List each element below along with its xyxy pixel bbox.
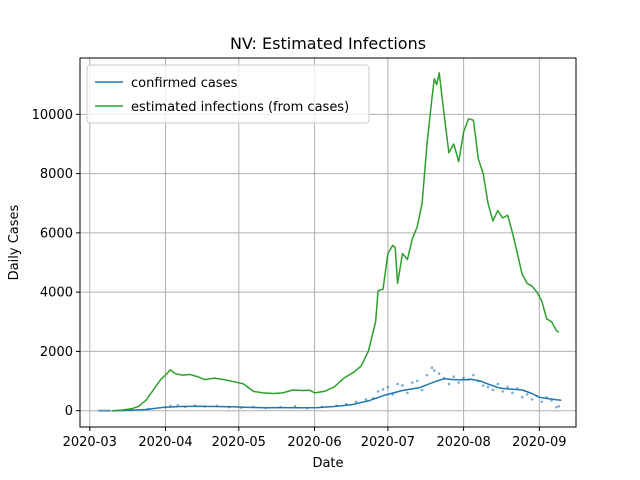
data-point (335, 404, 338, 407)
data-point (381, 388, 385, 391)
data-point (183, 405, 187, 409)
data-point (108, 409, 111, 412)
y-axis: 0 2000 4000 6000 8000 10000 (32, 108, 80, 419)
axes-frame (79, 57, 577, 428)
data-point (147, 407, 150, 411)
data-point (432, 369, 436, 372)
data-point (555, 405, 558, 409)
data-point (545, 396, 548, 399)
data-point (447, 382, 451, 386)
legend: confirmed cases estimated infections (fro… (86, 64, 370, 124)
data-point (103, 409, 106, 412)
data-point (511, 391, 514, 395)
data-point (354, 400, 358, 404)
y-tick-label: 0 (65, 404, 73, 419)
data-point (376, 390, 380, 393)
data-point (293, 404, 297, 408)
data-point (501, 390, 504, 393)
data-point (130, 408, 133, 412)
x-tick-label: 2020-08 (436, 435, 490, 450)
legend-label: estimated infections (from cases) (131, 100, 349, 115)
y-tick-label: 6000 (40, 226, 73, 241)
data-point (410, 381, 414, 384)
data-point (476, 379, 480, 383)
data-point (401, 384, 404, 387)
data-point (420, 388, 424, 392)
series-line-estimated (111, 72, 560, 412)
data-point (481, 384, 485, 387)
y-axis-label: Daily Cases (7, 204, 22, 280)
data-point (506, 385, 509, 389)
data-point (100, 409, 104, 412)
data-point (437, 372, 441, 375)
data-point (415, 379, 419, 383)
y-tick-label: 4000 (40, 286, 73, 301)
data-point (391, 393, 395, 396)
y-tick-label: 2000 (40, 345, 73, 360)
data-point (203, 405, 206, 408)
data-point (486, 385, 490, 389)
x-axis-label: Date (312, 456, 343, 471)
data-point (98, 409, 101, 412)
data-point (227, 405, 231, 409)
y-tick-label: 8000 (40, 167, 73, 182)
data-point (535, 394, 539, 398)
data-point (279, 405, 282, 409)
y-tick-label: 10000 (32, 108, 73, 123)
data-point (105, 409, 109, 412)
x-tick-label: 2020-03 (63, 435, 117, 450)
data-point (239, 406, 243, 410)
data-point (516, 387, 519, 390)
data-point (193, 404, 197, 407)
data-point (550, 399, 553, 402)
legend-label: confirmed cases (131, 76, 238, 91)
data-point (305, 407, 309, 410)
data-point (320, 405, 324, 409)
data-point (406, 391, 409, 395)
data-point (396, 382, 399, 386)
data-point (430, 366, 434, 370)
data-point (491, 388, 495, 392)
x-tick-label: 2020-07 (361, 435, 415, 450)
data-point (215, 404, 219, 408)
data-point (467, 378, 470, 381)
data-point (386, 385, 390, 389)
data-point (364, 398, 368, 401)
data-point (452, 375, 456, 378)
data-point (264, 406, 267, 410)
data-point (525, 393, 529, 396)
data-point (496, 382, 500, 386)
data-point (425, 373, 429, 377)
data-point (557, 404, 561, 408)
data-point (462, 376, 465, 380)
legend-box (86, 64, 370, 124)
data-point (164, 405, 167, 409)
x-tick-label: 2020-06 (287, 435, 341, 450)
data-point (457, 381, 461, 384)
data-point (345, 402, 348, 406)
x-axis: 2020-03 2020-04 2020-05 2020-06 2020-07 2020-… (63, 427, 567, 450)
data-point (176, 404, 180, 407)
data-point (371, 396, 375, 400)
data-point (540, 400, 544, 404)
data-point (472, 373, 475, 377)
data-point (520, 396, 524, 399)
x-tick-label: 2020-04 (138, 435, 192, 450)
data-point (442, 376, 446, 380)
plot-area (98, 72, 562, 412)
data-point (252, 405, 255, 409)
data-point (169, 404, 172, 408)
x-tick-label: 2020-05 (212, 435, 266, 450)
x-tick-label: 2020-09 (512, 435, 566, 450)
data-point (530, 398, 534, 401)
chart-title: NV: Estimated Infections (230, 34, 426, 53)
